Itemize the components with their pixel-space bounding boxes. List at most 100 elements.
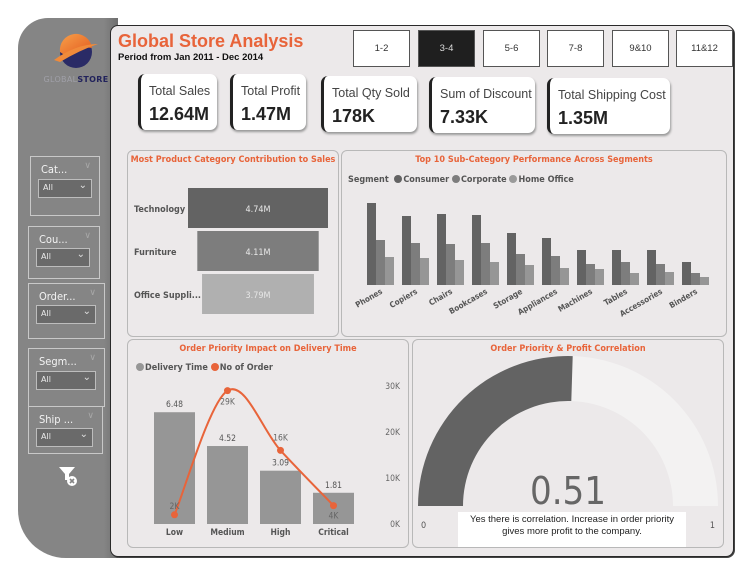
kpi-card-total-sales: Total Sales 12.64M bbox=[138, 74, 217, 130]
slicer-order-priority[interactable]: Order... ∨ All ⌄ bbox=[28, 283, 105, 339]
subcategory-bar-home-office bbox=[595, 269, 604, 285]
subcategory-bar-corporate bbox=[516, 254, 525, 285]
subcategory-bar-corporate bbox=[551, 256, 560, 285]
chevron-down-icon[interactable]: ∨ bbox=[84, 231, 91, 241]
nav-button-7-8[interactable]: 7-8 bbox=[547, 30, 604, 67]
funnel-bar bbox=[202, 274, 314, 314]
clear-filter-button[interactable] bbox=[58, 466, 80, 488]
priority-axis-label: High bbox=[271, 528, 291, 538]
category-sales-panel: Most Product Category Contribution to Sa… bbox=[127, 150, 339, 337]
subcategory-axis-label: Tables bbox=[602, 287, 629, 308]
funnel-value-label: 4.11M bbox=[245, 248, 270, 258]
category-label: Furniture bbox=[134, 248, 177, 258]
subcategory-bar-home-office bbox=[525, 265, 534, 285]
slicer-category[interactable]: Cat... ∨ All ⌄ bbox=[30, 156, 100, 216]
nav-button-11-12[interactable]: 11&12 bbox=[676, 30, 733, 67]
y2-tick-label: 30K bbox=[385, 382, 401, 392]
nav-button-3-4[interactable]: 3-4 bbox=[418, 30, 475, 67]
chevron-down-icon[interactable]: ∨ bbox=[87, 411, 94, 421]
slicer-dropdown[interactable]: All ⌄ bbox=[38, 179, 92, 198]
subcategory-bar-consumer bbox=[402, 216, 411, 285]
category-label: Office Suppli... bbox=[134, 291, 201, 301]
chart-title: Top 10 Sub-Category Performance Across S… bbox=[415, 155, 653, 165]
kpi-value: 178K bbox=[332, 106, 376, 126]
funnel-bar bbox=[188, 188, 328, 228]
kpi-label: Total Qty Sold bbox=[332, 86, 410, 100]
delivery-time-label: 1.81 bbox=[325, 481, 342, 491]
subcategory-bar-consumer bbox=[612, 250, 621, 285]
slicer-label: Cou... bbox=[39, 233, 68, 246]
subcategory-bar-consumer bbox=[367, 203, 376, 285]
subcategory-bar-home-office bbox=[455, 260, 464, 285]
kpi-card-total-qty-sold: Total Qty Sold 178K bbox=[321, 76, 417, 132]
y2-tick-label: 10K bbox=[385, 474, 401, 484]
subcategory-bar-home-office bbox=[700, 277, 709, 285]
legend-item-corporate[interactable]: Corporate bbox=[451, 175, 507, 185]
subcategory-axis-label: Machines bbox=[556, 287, 594, 314]
subcategory-segment-panel: Top 10 Sub-Category Performance Across S… bbox=[341, 150, 727, 337]
no-of-order-point bbox=[277, 446, 284, 454]
legend-item-delivery-time[interactable]: Delivery Time bbox=[136, 363, 208, 373]
no-of-order-point bbox=[330, 502, 337, 510]
subcategory-bar-home-office bbox=[665, 272, 674, 285]
kpi-label: Total Profit bbox=[241, 84, 301, 98]
segment-legend: Segment Consumer Corporate Home Office bbox=[348, 175, 574, 185]
nav-button-5-6[interactable]: 5-6 bbox=[483, 30, 540, 67]
subcategory-axis-label: Bookcases bbox=[447, 287, 489, 316]
slicer-dropdown[interactable]: All ⌄ bbox=[36, 371, 96, 390]
delivery-time-label: 3.09 bbox=[272, 459, 289, 469]
legend-item-consumer[interactable]: Consumer bbox=[394, 175, 449, 185]
legend-dot-icon bbox=[509, 175, 518, 183]
subcategory-bar-home-office bbox=[490, 262, 499, 285]
chevron-down-icon[interactable]: ∨ bbox=[89, 353, 96, 363]
subcategory-axis-label: Appliances bbox=[516, 287, 559, 317]
legend-dot-icon bbox=[451, 175, 460, 183]
chevron-down-icon: ⌄ bbox=[82, 372, 91, 383]
slicer-dropdown[interactable]: All ⌄ bbox=[36, 248, 90, 267]
no-of-order-label: 2K bbox=[170, 502, 181, 512]
legend-dot-icon bbox=[394, 175, 403, 183]
chevron-down-icon[interactable]: ∨ bbox=[89, 288, 96, 298]
funnel-value-label: 3.79M bbox=[245, 291, 270, 301]
category-sales-chart: 4.74M Technology 4.11M Furniture 3.79M Office… bbox=[134, 188, 328, 314]
chevron-down-icon: ⌄ bbox=[82, 306, 91, 317]
subcategory-axis-label: Phones bbox=[354, 287, 384, 310]
legend-item-no-of-order[interactable]: No of Order bbox=[210, 363, 273, 373]
subcategory-bar-corporate bbox=[481, 243, 490, 285]
subcategory-bar-corporate bbox=[411, 243, 420, 285]
kpi-value: 1.35M bbox=[558, 108, 609, 128]
chart-title: Order Priority Impact on Delivery Time bbox=[179, 344, 357, 354]
slicer-ship-mode[interactable]: Ship ... ∨ All ⌄ bbox=[28, 406, 103, 454]
gauge-value: 0.51 bbox=[530, 469, 606, 513]
delivery-time-bar bbox=[207, 446, 248, 524]
kpi-card-total-profit: Total Profit 1.47M bbox=[230, 74, 306, 130]
subcategory-bar-consumer bbox=[507, 233, 516, 285]
subcategory-bar-consumer bbox=[682, 262, 691, 285]
nav-button-9-10[interactable]: 9&10 bbox=[612, 30, 669, 67]
kpi-card-sum-of-discount: Sum of Discount 7.33K bbox=[429, 77, 535, 133]
slicer-country[interactable]: Cou... ∨ All ⌄ bbox=[28, 226, 100, 279]
chevron-down-icon[interactable]: ∨ bbox=[84, 161, 91, 171]
slicer-dropdown[interactable]: All ⌄ bbox=[36, 428, 93, 447]
no-of-order-label: 16K bbox=[273, 433, 289, 443]
slicer-label: Order... bbox=[39, 290, 76, 303]
nav-button-1-2[interactable]: 1-2 bbox=[353, 30, 410, 67]
subcategory-bar-corporate bbox=[586, 264, 595, 285]
slicer-segment[interactable]: Segm... ∨ All ⌄ bbox=[28, 348, 105, 407]
subcategory-bar-consumer bbox=[472, 215, 481, 285]
kpi-label: Total Sales bbox=[149, 84, 211, 98]
subcategory-axis-label: Chairs bbox=[427, 287, 454, 308]
delivery-time-label: 4.52 bbox=[219, 434, 236, 444]
subcategory-bar-corporate bbox=[376, 240, 385, 285]
legend-item-home-office[interactable]: Home Office bbox=[509, 175, 574, 185]
subcategory-axis-label: Copiers bbox=[388, 287, 419, 310]
correlation-gauge: 0.51 0 1 bbox=[418, 356, 718, 531]
legend-dot-icon bbox=[136, 363, 144, 371]
slicer-label: Cat... bbox=[41, 163, 68, 176]
y2-tick-label: 0K bbox=[390, 520, 401, 530]
kpi-label: Sum of Discount bbox=[440, 87, 532, 101]
gauge-fill bbox=[418, 356, 573, 506]
slicer-dropdown[interactable]: All ⌄ bbox=[36, 305, 96, 324]
kpi-label: Total Shipping Cost bbox=[558, 88, 666, 102]
gauge-max-label: 1 bbox=[710, 521, 715, 531]
